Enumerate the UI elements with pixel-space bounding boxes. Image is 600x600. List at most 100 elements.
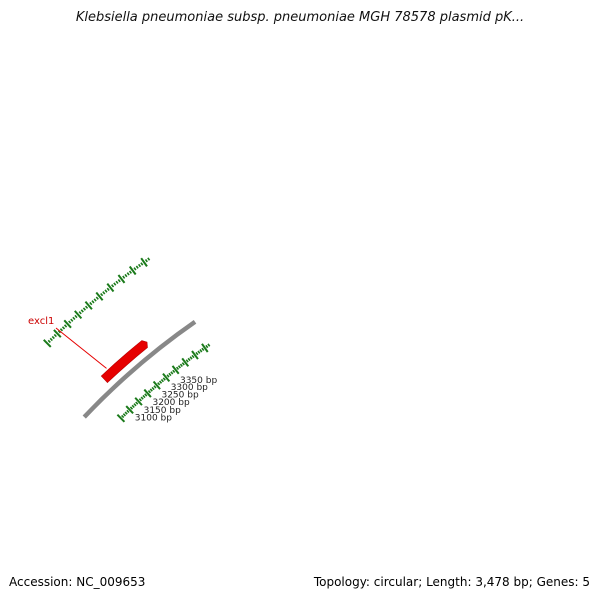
outer-tick (53, 329, 62, 338)
outer-tick (124, 273, 128, 278)
outer-tick (117, 278, 121, 283)
inner-tick (152, 380, 161, 390)
inner-tick (138, 398, 142, 402)
tick-label: 3100 bp (135, 414, 172, 424)
inner-tick (166, 374, 170, 378)
outer-tick (95, 296, 99, 300)
outer-tick (115, 280, 119, 285)
outer-tick (80, 309, 84, 313)
inner-tick (195, 351, 199, 356)
outer-tick (57, 330, 62, 334)
outer-tick (140, 262, 144, 266)
outer-tick (91, 300, 95, 304)
inner-tick (199, 349, 203, 353)
inner-tick (133, 403, 137, 407)
outer-tick (63, 319, 72, 329)
outer-tick (147, 257, 151, 261)
inner-tick (129, 406, 134, 410)
outer-tick (49, 337, 53, 342)
outer-tick (95, 291, 104, 301)
outer-tick (51, 335, 55, 340)
outer-tick (53, 333, 57, 338)
inner-tick (131, 404, 135, 409)
feature-label-excl1[interactable]: excl1 (28, 316, 54, 327)
inner-tick (201, 347, 205, 352)
outer-tick (74, 310, 83, 320)
outer-tick (68, 320, 72, 324)
inner-tick (205, 344, 209, 349)
inner-tick (116, 413, 126, 423)
inner-tick (134, 397, 143, 406)
inner-tick (207, 343, 211, 347)
inner-tick (151, 386, 155, 391)
inner-tick (162, 372, 171, 382)
inner-tick (171, 365, 180, 375)
outer-tick (111, 284, 115, 288)
feature-excl1[interactable] (100, 340, 148, 384)
outer-tick (117, 274, 126, 284)
inner-tick-ring (116, 343, 211, 423)
accession-label: Accession: NC_009653 (9, 575, 146, 589)
inner-tick (175, 366, 180, 371)
inner-tick (168, 372, 172, 377)
outer-tick (43, 339, 52, 348)
outer-tick (72, 316, 76, 321)
outer-tick (106, 287, 110, 291)
topology-summary: Topology: circular; Length: 3,478 bp; Ge… (313, 575, 590, 589)
outer-tick (102, 291, 106, 295)
outer-tick (70, 318, 74, 322)
inner-tick (153, 385, 157, 389)
plasmid-backbone (82, 319, 197, 419)
inner-tick (181, 362, 185, 366)
inner-tick (181, 357, 190, 367)
inner-tick (185, 359, 189, 363)
outer-tick (84, 305, 89, 309)
outer-tick (128, 265, 137, 276)
tick-label: 3150 bp (144, 406, 181, 416)
tick-label: 3350 bp (180, 376, 217, 386)
inner-tick (191, 354, 195, 359)
outer-tick (126, 272, 130, 276)
inner-tick (125, 405, 134, 415)
outer-tick (63, 324, 68, 328)
inner-tick (126, 409, 130, 414)
inner-tick (162, 377, 166, 381)
outer-tick (104, 289, 108, 293)
inner-tick (158, 380, 163, 384)
outer-tick (78, 311, 82, 315)
outer-tick (93, 298, 97, 302)
inner-tick (179, 363, 183, 368)
inner-tick (144, 393, 148, 397)
inner-tick (122, 413, 127, 417)
outer-tick (82, 307, 87, 311)
inner-tick (177, 365, 182, 369)
outer-tick-ring (43, 257, 151, 348)
outer-tick (74, 314, 78, 319)
inner-tick (172, 369, 176, 374)
outer-tick (122, 275, 126, 279)
inner-tick (189, 356, 193, 360)
inner-tick (149, 388, 153, 392)
outer-tick (128, 270, 132, 274)
outer-tick (137, 263, 142, 268)
outer-tick (100, 292, 104, 297)
tick-label: 3250 bp (161, 391, 198, 401)
inner-tick (121, 414, 125, 419)
outer-tick (135, 265, 139, 269)
outer-tick (89, 301, 93, 306)
feature-label-leader (55, 327, 107, 369)
outer-tick (47, 339, 51, 344)
outer-tick (106, 283, 115, 293)
tick-label: 3300 bp (171, 383, 208, 393)
inner-tick (197, 350, 201, 354)
outer-tick (140, 257, 148, 267)
inner-tick (187, 357, 191, 362)
inner-tick (201, 343, 209, 353)
map-title: Klebsiella pneumoniae subsp. pneumoniae … (75, 10, 525, 25)
outer-tick (59, 328, 64, 332)
inner-tick (135, 401, 139, 405)
inner-tick (170, 371, 174, 375)
inner-tick (191, 350, 199, 360)
